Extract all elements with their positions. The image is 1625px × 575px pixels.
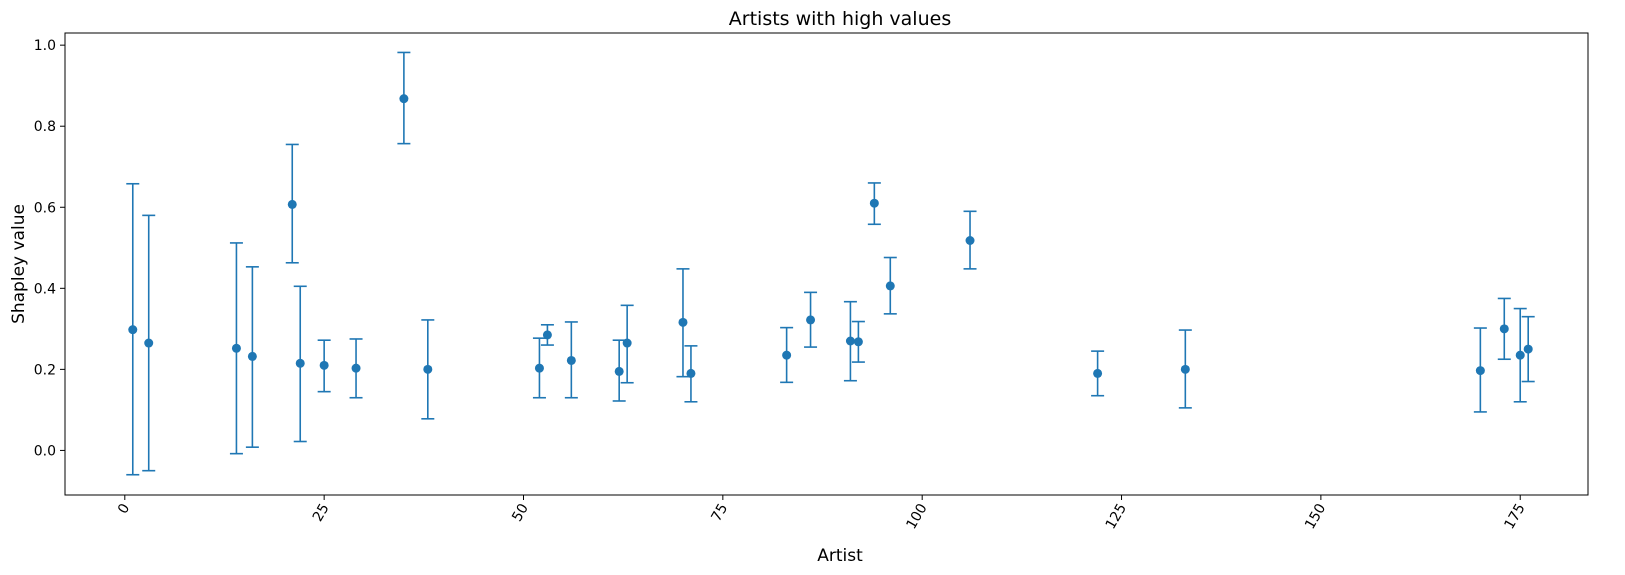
y-tick-label: 0.0 [34,443,56,459]
data-point [622,338,632,348]
data-point [534,363,544,373]
data-points [128,94,1533,378]
x-tick-label: 150 [1302,501,1329,532]
data-point [399,94,409,104]
data-point [1523,344,1533,354]
data-point [231,343,241,353]
data-point [128,325,138,335]
y-tick-label: 0.4 [34,281,56,297]
x-tick-label: 25 [310,501,333,524]
data-point [965,235,975,245]
data-point [782,350,792,360]
data-point [319,360,329,370]
data-point [1499,324,1509,334]
x-axis-ticks: 0 25 50 75 100 125 150 175 [115,495,1529,532]
data-point [853,337,863,347]
data-point [845,336,855,346]
data-point [295,358,305,368]
x-tick-label: 175 [1501,501,1528,532]
x-tick-label: 50 [509,501,532,524]
data-point [287,199,297,209]
y-tick-label: 1.0 [34,38,56,54]
x-tick-label: 125 [1103,501,1130,532]
y-tick-label: 0.6 [34,200,56,216]
data-point [614,366,624,376]
data-point [885,281,895,291]
y-axis-ticks: 0.0 0.2 0.4 0.6 0.8 1.0 [34,38,65,459]
data-point [869,198,879,208]
data-point [542,330,552,340]
x-tick-label: 100 [903,501,930,532]
data-point [1180,364,1190,374]
data-point [686,368,696,378]
y-tick-label: 0.8 [34,119,56,135]
y-axis-label: Shapley value [9,204,29,324]
data-point [806,315,816,325]
plot-area-frame [64,32,1589,496]
data-point [1475,366,1485,376]
data-point [1093,368,1103,378]
data-point [1515,350,1525,360]
y-tick-label: 0.2 [34,362,56,378]
data-point [423,364,433,374]
x-tick-label: 75 [709,501,732,524]
x-axis-label: Artist [817,546,863,566]
data-point [678,317,688,327]
error-bars [126,51,1535,476]
data-point [247,351,257,361]
chart-title: Artists with high values [729,8,951,30]
data-point [144,338,154,348]
data-point [351,363,361,373]
data-point [566,355,576,365]
x-tick-label: 0 [115,501,133,517]
